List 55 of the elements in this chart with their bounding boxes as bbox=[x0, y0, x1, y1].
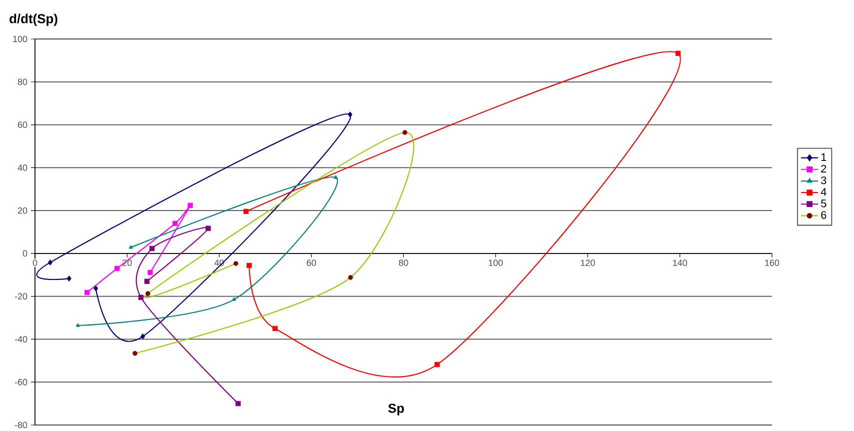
point bbox=[348, 111, 352, 118]
y-tick-label: 80 bbox=[18, 78, 28, 86]
point bbox=[675, 50, 681, 56]
y-tick-label: -40 bbox=[14, 336, 28, 342]
y-tick-label: -20 bbox=[14, 293, 28, 300]
point bbox=[84, 290, 90, 296]
point bbox=[148, 270, 153, 276]
x-tick-label: 60 bbox=[306, 260, 316, 266]
legend-label: 1 bbox=[821, 153, 826, 161]
point bbox=[144, 278, 150, 284]
point bbox=[233, 261, 238, 266]
point bbox=[206, 226, 211, 231]
point bbox=[172, 220, 178, 226]
y-tick-label: 60 bbox=[18, 122, 28, 128]
x-tick-label: 80 bbox=[398, 260, 408, 266]
point bbox=[140, 333, 146, 340]
point bbox=[232, 297, 236, 301]
point bbox=[348, 275, 353, 280]
x-axis-title: Sp bbox=[388, 404, 404, 416]
point bbox=[334, 175, 338, 179]
point bbox=[114, 266, 120, 272]
legend-label: 6 bbox=[821, 211, 826, 219]
legend-label: 2 bbox=[821, 164, 826, 172]
point bbox=[243, 208, 249, 214]
point bbox=[188, 202, 193, 208]
x-tick-label: 140 bbox=[673, 260, 688, 266]
legend-label: 5 bbox=[821, 200, 826, 208]
point bbox=[138, 294, 144, 300]
y-tick-label: 100 bbox=[13, 36, 28, 42]
point bbox=[66, 276, 72, 282]
point bbox=[246, 262, 252, 268]
x-tick-label: 100 bbox=[488, 260, 503, 266]
point bbox=[402, 130, 408, 135]
point bbox=[434, 362, 440, 368]
x-tick-label: 120 bbox=[580, 260, 595, 266]
x-tick-label: 20 bbox=[122, 260, 132, 266]
point bbox=[132, 350, 138, 356]
legend-label: 3 bbox=[821, 176, 826, 184]
x-tick-label: 160 bbox=[765, 260, 780, 266]
y-axis-title: d/dt(Sp) bbox=[10, 14, 58, 26]
point bbox=[145, 291, 150, 296]
y-tick-label: 20 bbox=[18, 207, 28, 214]
y-tick-label: 40 bbox=[18, 164, 28, 171]
x-tick-label: 0 bbox=[32, 260, 38, 266]
y-tick-label: -80 bbox=[14, 422, 28, 428]
point bbox=[94, 285, 98, 292]
point bbox=[48, 259, 52, 266]
point bbox=[272, 326, 278, 332]
point bbox=[236, 400, 241, 406]
point bbox=[149, 246, 155, 252]
y-tick-label: -60 bbox=[14, 378, 28, 386]
y-tick-label: 0 bbox=[22, 250, 28, 257]
point bbox=[128, 245, 133, 249]
point bbox=[76, 323, 80, 327]
legend-label: 4 bbox=[820, 188, 826, 196]
